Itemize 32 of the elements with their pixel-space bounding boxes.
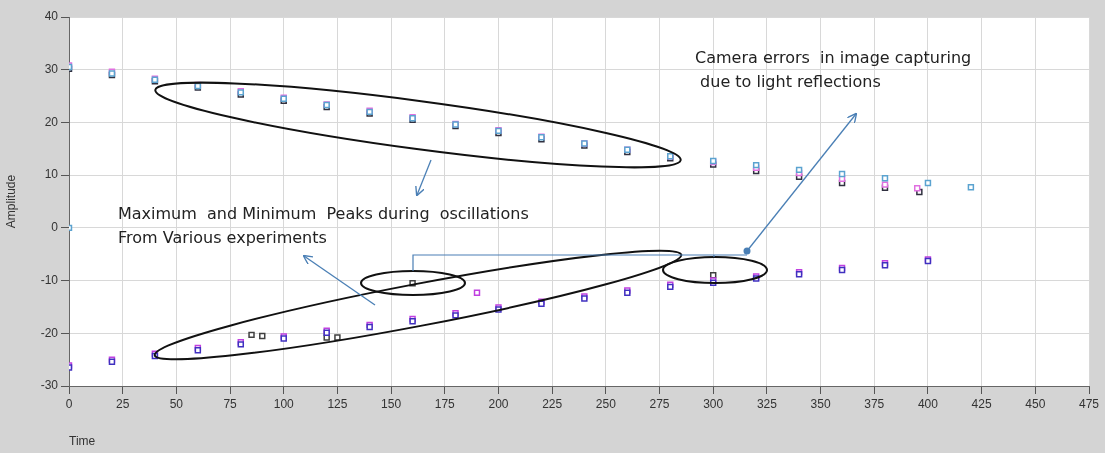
x-tick-label: 375: [864, 396, 885, 411]
x-tick-label: 25: [116, 396, 130, 411]
y-tick-label: 20: [44, 114, 59, 129]
x-tick-label: 125: [327, 396, 348, 411]
x-tick-label: 200: [488, 396, 509, 411]
x-tick-label: 150: [381, 396, 402, 411]
y-tick-label: -30: [40, 378, 59, 393]
y-tick-label: -10: [40, 272, 59, 287]
annotation: Maximum and Minimum Peaks during oscillations From Various experiments: [118, 203, 529, 249]
y-tick-label: -20: [40, 325, 59, 340]
x-tick-label: 325: [756, 396, 778, 411]
y-axis-title: Amplitude: [3, 174, 18, 229]
x-tick-label: 225: [542, 396, 563, 411]
y-tick-label: 40: [44, 9, 59, 24]
y-tick-label: 0: [51, 220, 59, 235]
x-tick-label: 100: [273, 396, 295, 411]
x-tick-label: 175: [434, 396, 456, 411]
x-tick-label: 425: [971, 396, 992, 411]
x-tick-label: 50: [169, 396, 184, 411]
y-tick-label: 30: [44, 62, 59, 77]
x-tick-label: 275: [649, 396, 670, 411]
x-tick-label: 400: [917, 396, 939, 411]
x-axis-title: Time: [69, 434, 96, 449]
x-tick-label: 250: [595, 396, 617, 411]
y-tick-label: 10: [44, 167, 59, 182]
x-tick-label: 0: [65, 396, 73, 411]
x-tick-label: 75: [223, 396, 238, 411]
x-tick-label: 300: [703, 396, 724, 411]
x-tick-label: 475: [1078, 396, 1100, 411]
x-tick-label: 450: [1025, 396, 1046, 411]
x-tick-label: 350: [810, 396, 831, 411]
annotation: Camera errors in image capturing due to light reflections: [695, 47, 972, 93]
